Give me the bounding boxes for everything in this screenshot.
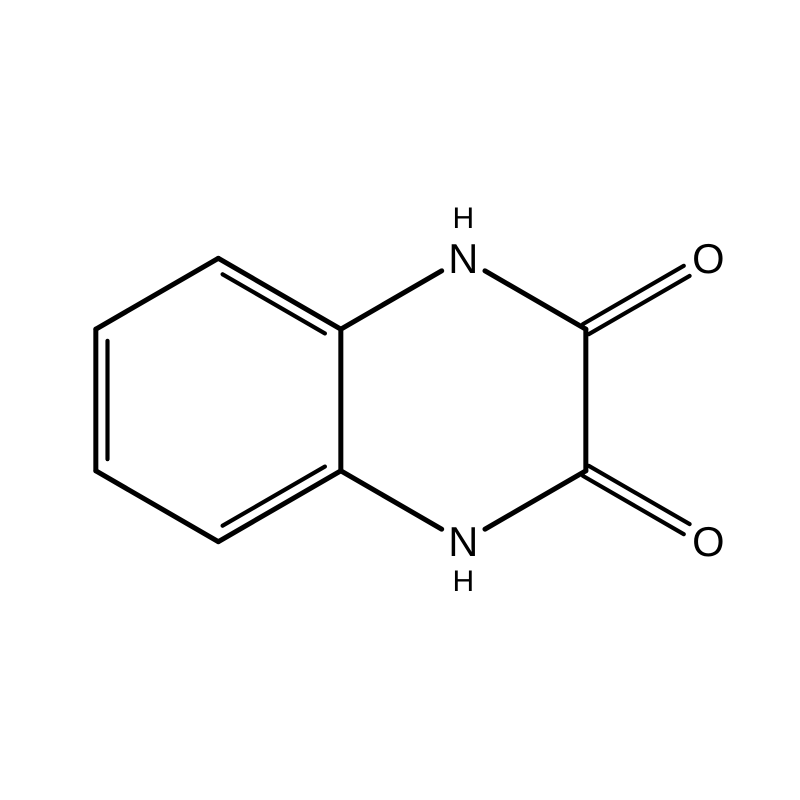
nitrogen-top-label: N	[448, 235, 478, 282]
oxygen-bottom-label: O	[692, 518, 724, 565]
oxygen-top-label: O	[692, 235, 724, 282]
hydrogen-bottom-label: H	[452, 565, 474, 598]
nitrogen-bottom-label: N	[448, 518, 478, 565]
hydrogen-top-label: H	[452, 202, 474, 235]
molecule-diagram: NHNHOO	[0, 0, 800, 800]
